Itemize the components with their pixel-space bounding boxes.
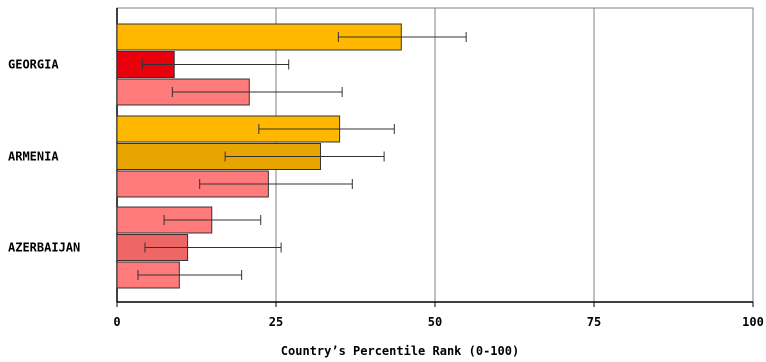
- category-label: ARMENIA: [8, 150, 59, 164]
- x-tick-label: 50: [428, 315, 442, 329]
- category-label: AZERBAIJAN: [8, 241, 80, 255]
- x-axis-title: Country’s Percentile Rank (0-100): [281, 344, 519, 358]
- category-label: GEORGIA: [8, 58, 59, 72]
- x-tick-label: 75: [587, 315, 601, 329]
- category-labels: GEORGIA ARMENIA AZERBAIJAN: [8, 58, 80, 255]
- x-tick-labels: 0 25 50 75 100: [113, 302, 764, 329]
- x-tick-label: 25: [269, 315, 283, 329]
- x-tick-label: 0: [113, 315, 120, 329]
- x-tick-label: 100: [742, 315, 764, 329]
- error-bars-group: [137, 32, 467, 280]
